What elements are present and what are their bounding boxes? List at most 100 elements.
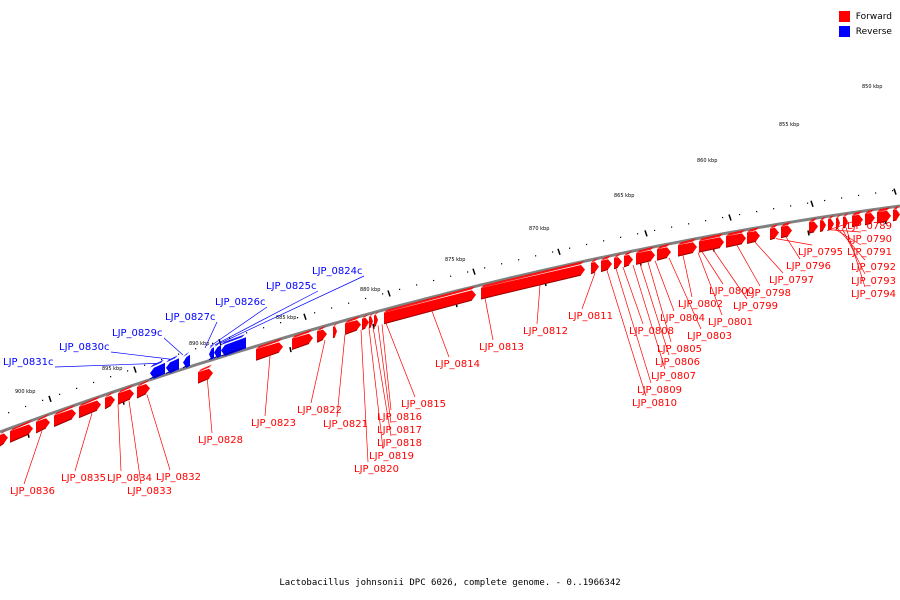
gene-label-ljp_0810[interactable]: LJP_0810 [606, 270, 677, 409]
gene-label-ljp_0826c[interactable]: LJP_0826c [209, 297, 268, 347]
gene-label-ljp_0798[interactable]: LJP_0798 [736, 245, 791, 299]
forward-gene-block [117, 384, 134, 405]
gene-label-ljp_0797[interactable]: LJP_0797 [754, 241, 814, 286]
forward-gene-block-face [836, 217, 840, 230]
gene-label-ljp_0799[interactable]: LJP_0799 [712, 249, 778, 312]
gene-label-ljp_0835[interactable]: LJP_0835 [61, 413, 106, 484]
gene-label-ljp_0816[interactable]: LJP_0816 [377, 324, 422, 423]
forward-gene-block [842, 213, 849, 229]
gene-label-ljp_0800[interactable]: LJP_0800 [701, 251, 754, 297]
tick-label: 865 kbp [614, 193, 634, 199]
leader-line [431, 311, 450, 358]
gene-label-ljp_0818[interactable]: LJP_0818 [372, 326, 422, 449]
gene-label-text: LJP_0789 [847, 221, 892, 232]
gene-label-text: LJP_0801 [708, 317, 753, 328]
leader-line [368, 327, 384, 450]
minor-tick-mark [348, 302, 350, 304]
gene-label-ljp_0836[interactable]: LJP_0836 [10, 430, 55, 497]
gene-label-ljp_0822[interactable]: LJP_0822 [297, 339, 342, 416]
gene-label-ljp_0796[interactable]: LJP_0796 [785, 236, 831, 272]
gene-label-ljp_0824c[interactable]: LJP_0824c [219, 266, 365, 344]
gene-label-ljp_0827c[interactable]: LJP_0827c [165, 312, 218, 349]
forward-gene-block-edge [635, 260, 652, 265]
forward-gene-block-edge [746, 240, 757, 245]
reverse-gene-block-top [183, 351, 190, 357]
gene-label-ljp_0794[interactable]: LJP_0794 [845, 227, 896, 300]
gene-label-ljp_0801[interactable]: LJP_0801 [697, 252, 753, 328]
gene-label-ljp_0808[interactable]: LJP_0808 [622, 266, 674, 337]
gene-label-ljp_0809[interactable]: LJP_0809 [615, 268, 682, 396]
gene-label-text: LJP_0818 [377, 438, 422, 449]
gene-label-ljp_0828[interactable]: LJP_0828 [198, 375, 243, 446]
gene-label-ljp_0832[interactable]: LJP_0832 [146, 394, 201, 483]
forward-gene-block-edge [613, 266, 619, 270]
forward-gene-block-face [820, 220, 826, 232]
gene-label-ljp_0804[interactable]: LJP_0804 [654, 260, 705, 324]
gene-label-ljp_0815[interactable]: LJP_0815 [385, 323, 446, 410]
leader-line [204, 321, 218, 349]
gene-label-ljp_0811[interactable]: LJP_0811 [568, 272, 613, 322]
reverse-gene-block [165, 355, 179, 374]
gene-label-ljp_0795[interactable]: LJP_0795 [775, 238, 843, 258]
gene-label-ljp_0805[interactable]: LJP_0805 [647, 261, 702, 355]
gene-label-ljp_0820[interactable]: LJP_0820 [354, 329, 399, 475]
forward-gene-block-face [614, 257, 622, 269]
forward-gene-block [316, 325, 327, 343]
forward-gene-block-top [292, 329, 312, 339]
forward-gene-block-face [0, 433, 8, 446]
genome-caption: Lactobacillus johnsonii DPC 6026, comple… [279, 578, 621, 588]
gene-label-ljp_0791[interactable]: LJP_0791 [834, 228, 892, 258]
minor-tick-mark [399, 288, 401, 290]
forward-gene-block-face [481, 265, 585, 299]
gene-label-ljp_0829c[interactable]: LJP_0829c [112, 328, 184, 356]
forward-gene-block-top [836, 214, 841, 219]
gene-label-ljp_0830c[interactable]: LJP_0830c [59, 342, 171, 360]
leader-line [336, 334, 346, 418]
forward-gene-block-top [0, 429, 7, 435]
forward-gene-block-face [770, 227, 779, 240]
leader-line [845, 227, 866, 288]
forward-gene-block [197, 364, 213, 384]
forward-gene-block-top [137, 379, 149, 387]
gene-label-ljp_0821[interactable]: LJP_0821 [323, 334, 368, 430]
leader-line [54, 363, 158, 368]
leader-line [701, 251, 724, 285]
reverse-gene-block [213, 341, 221, 359]
gene-label-ljp_0823[interactable]: LJP_0823 [251, 356, 296, 429]
gene-label-ljp_0806[interactable]: LJP_0806 [639, 263, 700, 368]
gene-label-ljp_0831c[interactable]: LJP_0831c [3, 357, 158, 368]
gene-label-ljp_0812[interactable]: LJP_0812 [523, 285, 568, 337]
gene-label-ljp_0825c[interactable]: LJP_0825c [214, 281, 319, 346]
reverse-gene-block-top [209, 344, 215, 349]
gene-label-ljp_0817[interactable]: LJP_0817 [377, 325, 422, 436]
gene-label-ljp_0789[interactable]: LJP_0789 [826, 218, 892, 232]
leader-line [712, 249, 748, 300]
leader-line [754, 241, 784, 274]
gene-label-ljp_0802[interactable]: LJP_0802 [678, 255, 723, 310]
forward-gene-block-face [699, 237, 724, 253]
minor-tick-mark [280, 322, 282, 324]
forward-gene-block-top [317, 325, 326, 332]
forward-gene-block-edge [892, 219, 897, 222]
gene-label-ljp_0833[interactable]: LJP_0833 [127, 400, 172, 497]
leader-line [826, 218, 862, 231]
gene-label-text: LJP_0822 [297, 405, 342, 416]
forward-gene-block-edge [842, 226, 846, 229]
gene-label-ljp_0819[interactable]: LJP_0819 [368, 327, 414, 462]
gene-label-ljp_0813[interactable]: LJP_0813 [479, 297, 524, 353]
forward-gene-block-face [809, 221, 818, 234]
minor-tick-mark [875, 192, 877, 194]
reverse-gene-block-edge [182, 365, 187, 369]
forward-gene-block-edge [368, 326, 372, 329]
gene-label-ljp_0814[interactable]: LJP_0814 [431, 311, 480, 370]
forward-gene-block-top [601, 255, 611, 261]
gene-label-ljp_0834[interactable]: LJP_0834 [107, 404, 152, 484]
forward-gene-block-face [10, 424, 33, 443]
minor-tick-mark [246, 332, 248, 334]
minor-tick-mark [212, 342, 214, 344]
forward-gene-block-top [256, 338, 282, 350]
gene-label-ljp_0803[interactable]: LJP_0803 [668, 257, 732, 342]
forward-gene-block [344, 316, 361, 335]
gene-label-ljp_0807[interactable]: LJP_0807 [632, 264, 696, 382]
forward-gene-block-edge [677, 252, 694, 257]
